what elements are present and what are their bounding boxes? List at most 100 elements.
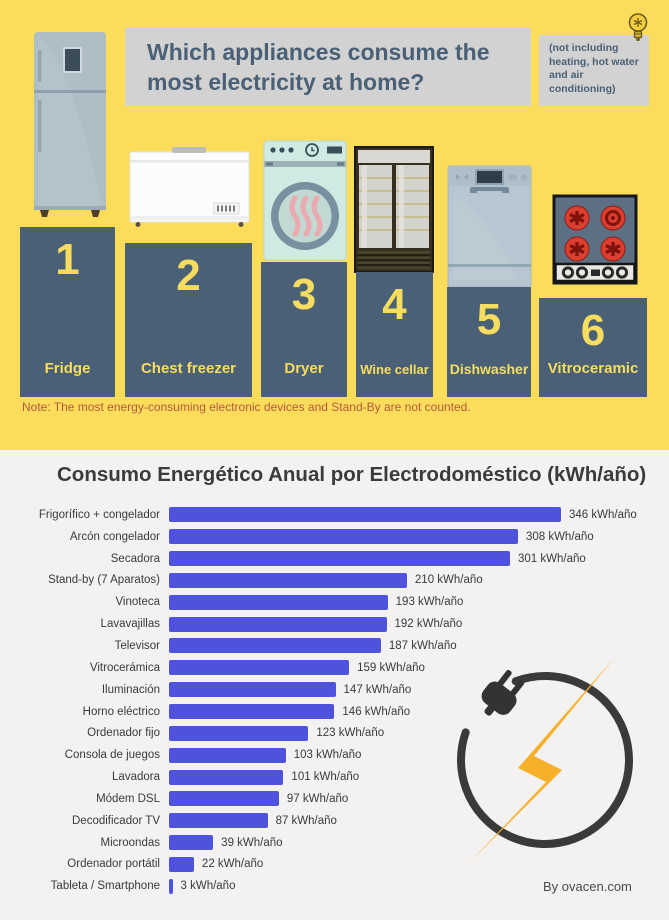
vitroceramic-illustration (552, 194, 638, 285)
chart-row: Vitrocerámica 159 kWh/año (0, 657, 669, 679)
rank-number: 6 (580, 306, 606, 355)
chart-value-label: 97 kWh/año (286, 792, 349, 805)
credit-text: By ovacen.com (543, 879, 632, 894)
chart-bar (169, 856, 194, 872)
chart-value-label: 159 kWh/año (357, 661, 425, 674)
chart-category-label: Iluminación (101, 683, 160, 696)
chart-value-label: 123 kWh/año (316, 727, 385, 740)
rank-label: Dishwasher (449, 361, 529, 377)
chart-category-label: Televisor (114, 639, 160, 652)
rank-number: 2 (176, 251, 201, 300)
chart-value-label: 101 kWh/año (291, 771, 360, 784)
chart-bar (169, 791, 279, 807)
chart-value-label: 22 kWh/año (201, 858, 264, 871)
chart-bar (169, 725, 309, 741)
podium-bar-4: 4 Wine cellar (356, 272, 433, 397)
chart-row: Iluminación 147 kWh/año (0, 679, 669, 701)
chart-bar (169, 616, 387, 632)
chart-bar (169, 747, 286, 763)
chart-value-label: 3 kWh/año (180, 880, 236, 893)
chart-bar (169, 594, 388, 610)
chart-bar (169, 507, 561, 523)
chart-row: Decodificador TV 87 kWh/año (0, 810, 669, 832)
rank-label: Wine cellar (360, 362, 429, 377)
fridge-illustration (34, 32, 106, 217)
chart-category-label: Decodificador TV (72, 814, 160, 827)
chart-category-label: Secadora (110, 552, 160, 565)
chart-value-label: 192 kWh/año (394, 618, 463, 631)
chart-bar (169, 769, 284, 785)
chart-row: Stand-by (7 Aparatos) 210 kWh/año (0, 570, 669, 592)
chart-bar (169, 704, 335, 720)
electricity-logo (457, 657, 633, 862)
chart-category-label: Frigorífico + congelador (38, 508, 160, 521)
chart-row: Consola de juegos 103 kWh/año (0, 744, 669, 766)
chart-rows: Frigorífico + congelador 346 kWh/año Arcón… (0, 504, 669, 897)
chart-category-label: Stand-by (7 Aparatos) (48, 574, 160, 587)
chart-category-label: Lavavajillas (100, 618, 160, 631)
chart-title: Consumo Energético Anual por Electrodomé… (57, 463, 647, 486)
rank-label: Fridge (44, 360, 91, 377)
chart-value-label: 147 kWh/año (343, 683, 412, 696)
chart-category-label: Vitrocerámica (89, 661, 160, 674)
chart-value-label: 301 kWh/año (518, 552, 586, 565)
dryer-illustration (263, 140, 347, 261)
chart-row: Ordenador fijo 123 kWh/año (0, 722, 669, 744)
rank-number: 5 (476, 295, 502, 344)
chart-bar (169, 638, 381, 654)
lightbulb-icon (628, 13, 648, 41)
chart-value-label: 308 kWh/año (525, 530, 594, 543)
chart-row: Vinoteca 193 kWh/año (0, 591, 669, 613)
podium-bar-6: 6 Vitroceramic (539, 298, 647, 397)
chart-category-label: Lavadora (112, 771, 160, 784)
chart-category-label: Microondas (100, 836, 160, 849)
chart-row: Módem DSL 97 kWh/año (0, 788, 669, 810)
side-note-text: (not including heating, hot water and ai… (549, 42, 639, 95)
chart-value-label: 146 kWh/año (342, 705, 411, 718)
rank-number: 1 (55, 235, 80, 284)
podium-bar-5: 5 Dishwasher (447, 287, 531, 397)
chart-value-label: 187 kWh/año (388, 639, 457, 652)
rank-label: Chest freezer (140, 360, 237, 377)
power-plug-icon (481, 669, 525, 716)
chart-row: Ordenador portátil 22 kWh/año (0, 854, 669, 876)
dishwasher-illustration (447, 165, 532, 288)
chart-bar (169, 529, 518, 545)
chart-row: Tableta / Smartphone 3 kWh/año (0, 875, 669, 897)
chart-category-label: Módem DSL (96, 792, 160, 805)
rank-label: Dryer (284, 360, 324, 377)
top-section: Which appliances consume the most electr… (0, 0, 669, 450)
chart-category-label: Consola de juegos (64, 749, 160, 762)
chart-category-label: Arcón congelador (69, 530, 160, 543)
chart-bar (169, 660, 350, 676)
chart-bar (169, 813, 268, 829)
chart-bar (169, 682, 336, 698)
chart-row: Horno eléctrico 146 kWh/año (0, 701, 669, 723)
chart-row: Televisor 187 kWh/año (0, 635, 669, 657)
chart-category-label: Ordenador portátil (67, 858, 160, 871)
chart-category-label: Vinoteca (115, 596, 160, 609)
podium-bar-2: 2 Chest freezer (125, 243, 252, 397)
logo-ring (457, 672, 633, 848)
podium-bar-1: 1 Fridge (20, 227, 115, 397)
chart-row: Frigorífico + congelador 346 kWh/año (0, 504, 669, 526)
chart-bar (169, 551, 511, 567)
wine-cellar-illustration (354, 146, 434, 273)
chart-value-label: 87 kWh/año (275, 814, 337, 827)
chart-section: Consumo Energético Anual por Electrodomé… (0, 450, 669, 920)
chart-row: Arcón congelador 308 kWh/año (0, 526, 669, 548)
rank-number: 4 (382, 280, 407, 329)
chart-category-label: Ordenador fijo (87, 727, 160, 740)
chest-freezer-illustration (129, 147, 250, 227)
podium-bar-3: 3 Dryer (261, 262, 347, 397)
chart-value-label: 193 kWh/año (395, 596, 464, 609)
chart-row: Secadora 301 kWh/año (0, 548, 669, 570)
chart-row: Lavavajillas 192 kWh/año (0, 613, 669, 635)
rank-number: 3 (291, 270, 317, 319)
footnote: Note: The most energy-consuming electron… (22, 400, 471, 414)
chart-bar (169, 835, 214, 851)
title-box: Which appliances consume the most electr… (125, 28, 531, 106)
chart-value-label: 210 kWh/año (414, 574, 483, 587)
page-title: Which appliances consume the most electr… (147, 38, 490, 95)
